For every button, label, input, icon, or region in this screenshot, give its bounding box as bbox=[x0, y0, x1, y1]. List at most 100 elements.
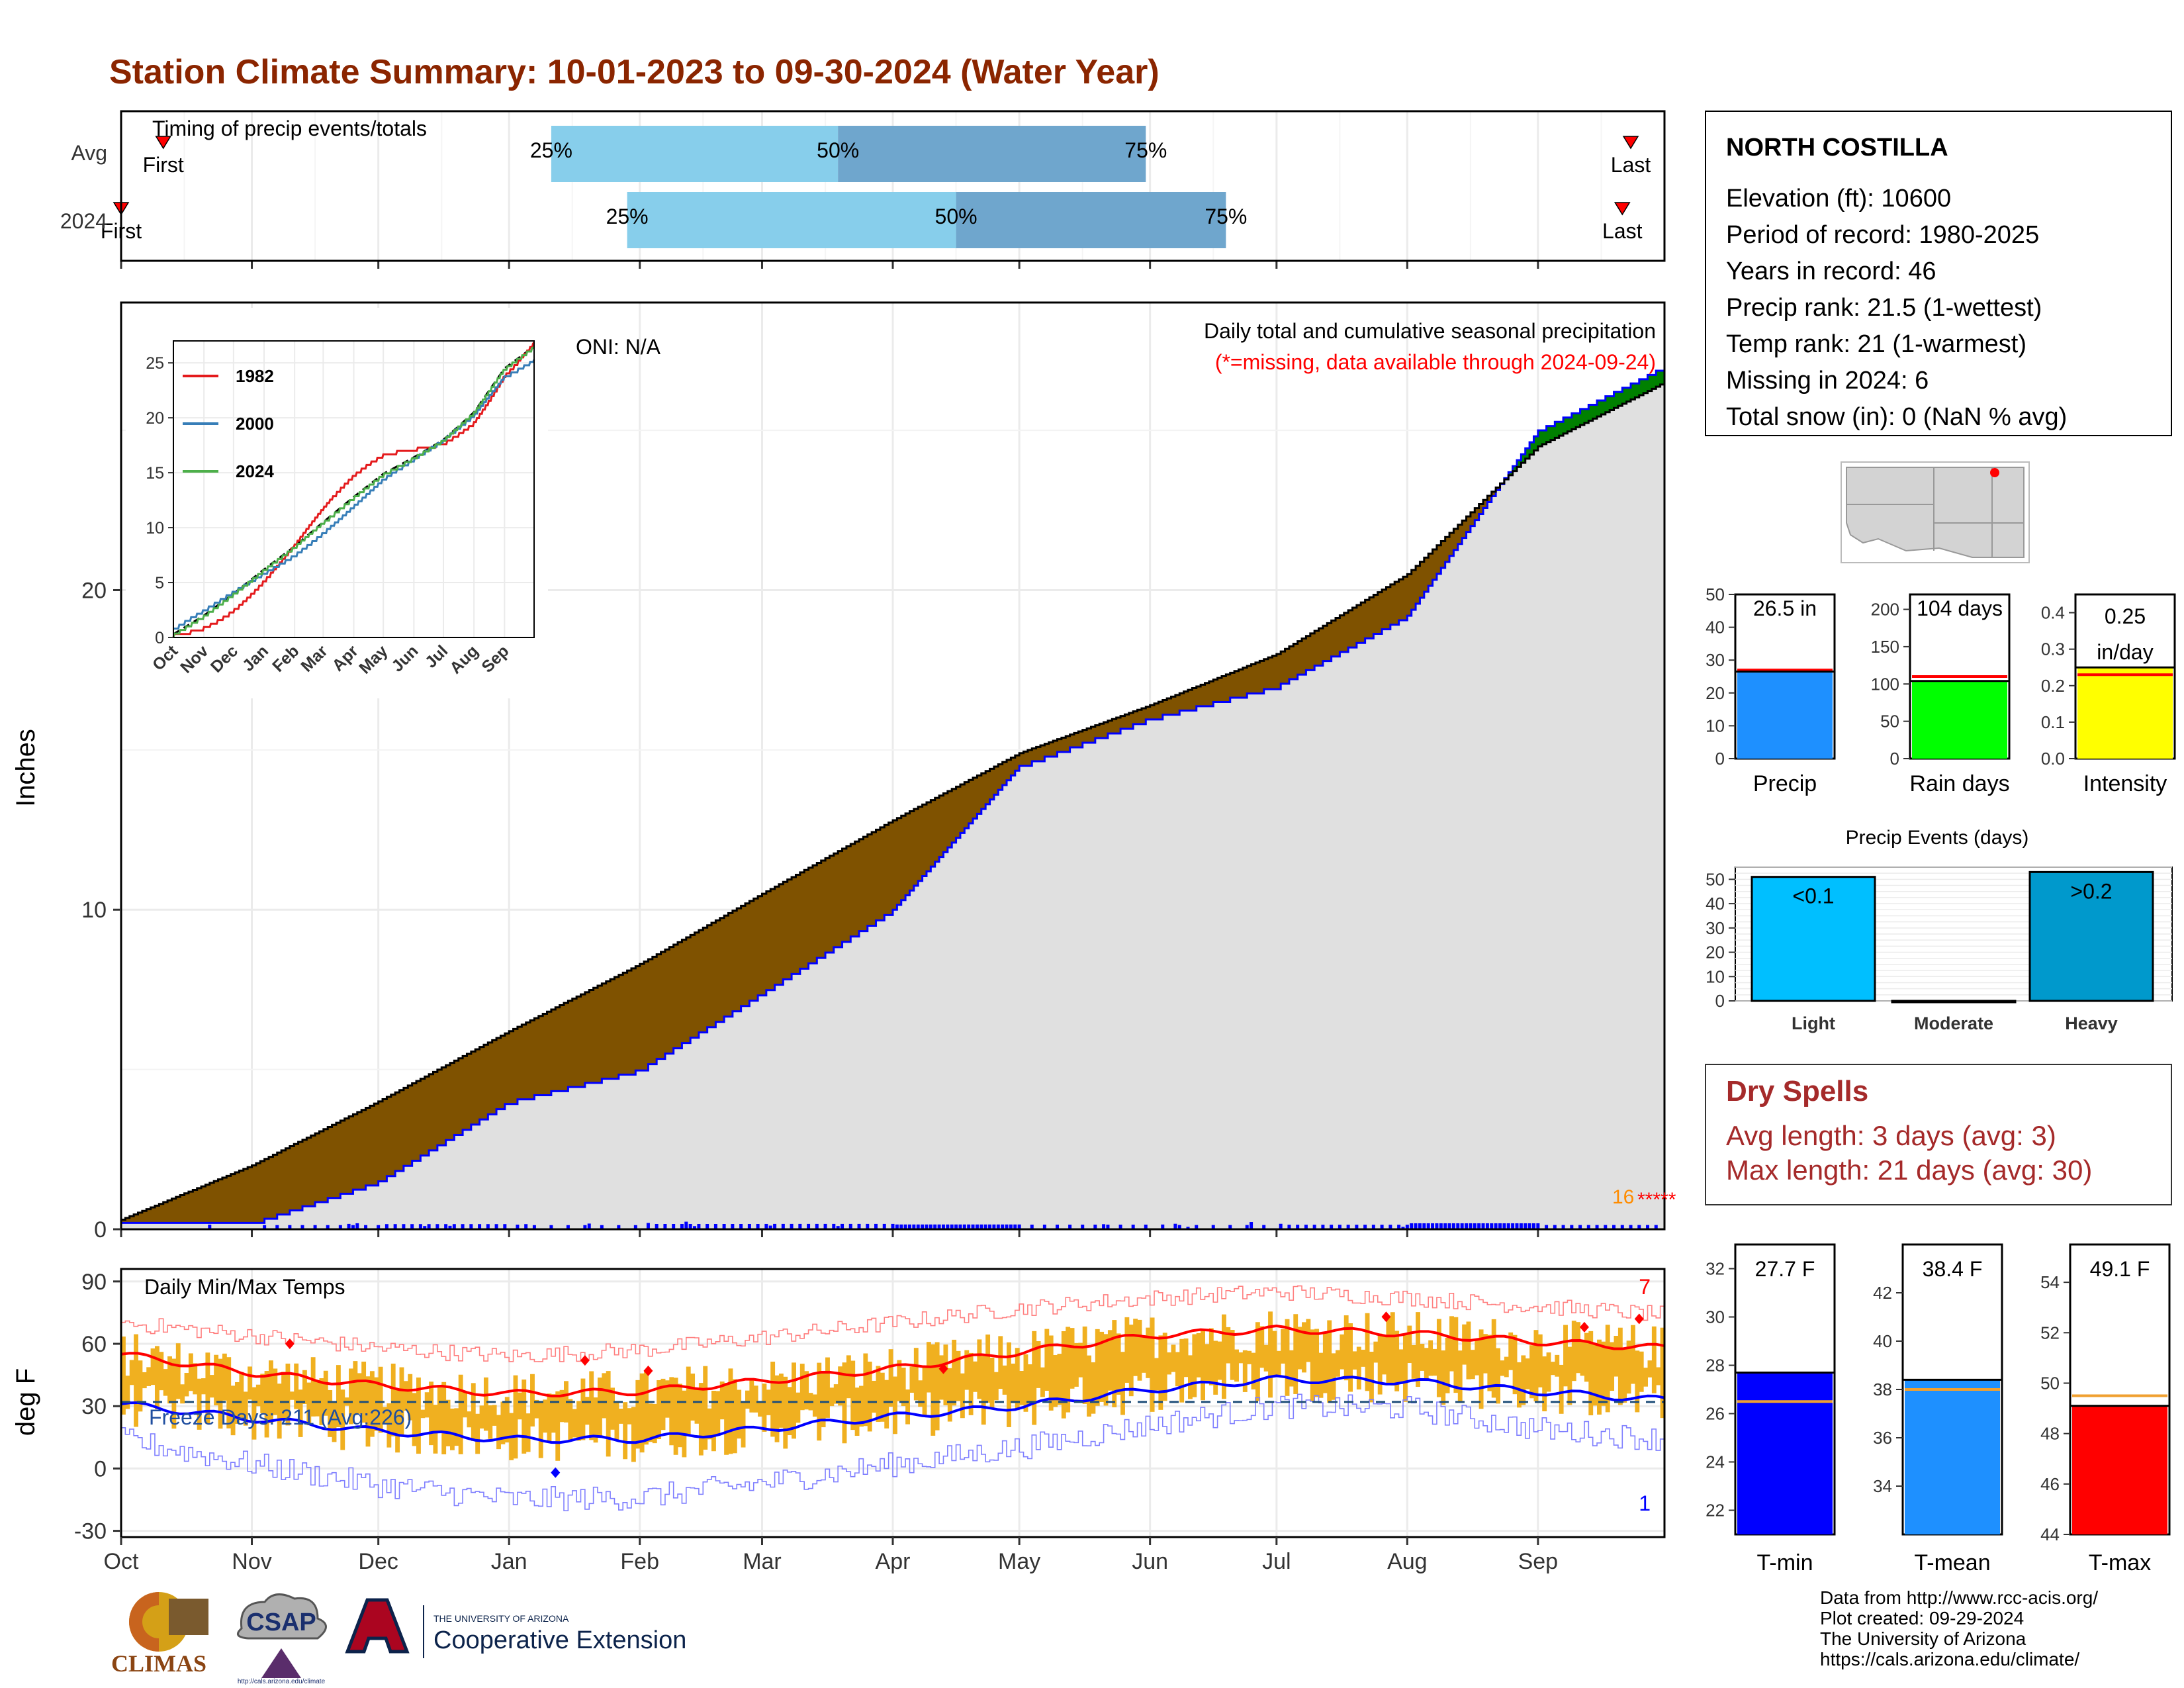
daily-temp-bar bbox=[492, 1405, 497, 1426]
daily-temp-bar bbox=[365, 1376, 371, 1447]
daily-precip-bar bbox=[1469, 1223, 1473, 1229]
temp-xtick-label: Jun bbox=[1132, 1549, 1168, 1574]
last-event-marker bbox=[1622, 136, 1639, 150]
daily-temp-bar bbox=[180, 1384, 185, 1404]
daily-temp-bar bbox=[1293, 1314, 1298, 1394]
daily-precip-bar bbox=[903, 1224, 907, 1229]
timing-pct-label: 75% bbox=[1124, 138, 1167, 162]
daily-precip-bar bbox=[663, 1224, 667, 1229]
daily-temp-bar bbox=[1500, 1360, 1505, 1376]
daily-precip-bar bbox=[385, 1224, 388, 1229]
mini-chart-bar bbox=[2077, 667, 2173, 759]
daily-temp-bar bbox=[728, 1368, 733, 1454]
daily-temp-bar bbox=[1416, 1312, 1420, 1387]
daily-temp-bar bbox=[1158, 1335, 1163, 1410]
daily-temp-bar bbox=[538, 1402, 543, 1458]
daily-precip-bar bbox=[916, 1224, 920, 1229]
dry-spells-max: Max length: 21 days (avg: 30) bbox=[1726, 1154, 2092, 1186]
daily-precip-bar bbox=[983, 1224, 987, 1229]
temp-ytick-label: 30 bbox=[81, 1394, 107, 1419]
daily-temp-bar bbox=[678, 1383, 682, 1448]
daily-temp-bar bbox=[1205, 1344, 1210, 1381]
daily-temp-bar bbox=[753, 1385, 758, 1413]
mini-chart-ytick-label: 50 bbox=[1706, 585, 1725, 604]
daily-temp-bar bbox=[315, 1380, 320, 1417]
daily-precip-bar bbox=[1604, 1225, 1608, 1229]
mini-chart-value-label: 0.25 bbox=[2105, 604, 2146, 628]
daily-temp-bar bbox=[445, 1399, 451, 1446]
daily-temp-bar bbox=[1432, 1348, 1437, 1376]
daily-precip-bar bbox=[1485, 1223, 1489, 1229]
temp-ytick-label: 60 bbox=[81, 1332, 107, 1357]
temp-ylabel: deg F bbox=[11, 1368, 40, 1436]
daily-precip-bar bbox=[967, 1224, 971, 1229]
daily-precip-bar bbox=[1173, 1223, 1177, 1229]
daily-precip-bar bbox=[954, 1224, 958, 1229]
daily-temp-bar bbox=[1263, 1344, 1269, 1372]
record-min-line bbox=[121, 1393, 1664, 1511]
daily-temp-bar bbox=[1061, 1331, 1066, 1419]
mini-chart-label: Rain days bbox=[1909, 771, 2009, 796]
daily-precip-bar bbox=[494, 1224, 498, 1229]
temp-summary-ytick-label: 40 bbox=[1873, 1331, 1892, 1351]
temp-xtick-label: Nov bbox=[232, 1549, 271, 1574]
inset-ytick-label: 0 bbox=[155, 629, 164, 647]
daily-temp-bar bbox=[1479, 1329, 1484, 1409]
daily-temp-bar bbox=[1382, 1336, 1387, 1375]
daily-temp-bar bbox=[956, 1350, 961, 1401]
daily-temp-bar bbox=[530, 1374, 535, 1427]
daily-precip-bar bbox=[1346, 1225, 1350, 1229]
daily-precip-bar bbox=[1515, 1223, 1519, 1229]
daily-precip-bar bbox=[672, 1224, 676, 1229]
daily-temp-bar bbox=[1078, 1342, 1083, 1378]
daily-precip-bar bbox=[1287, 1225, 1291, 1229]
daily-temp-bar bbox=[888, 1349, 893, 1407]
daily-temp-bar bbox=[534, 1399, 539, 1419]
daily-temp-bar bbox=[1137, 1319, 1142, 1381]
daily-temp-bar bbox=[952, 1339, 957, 1406]
daily-temp-bar bbox=[1073, 1342, 1079, 1387]
daily-temp-bar bbox=[285, 1363, 291, 1426]
daily-temp-bar bbox=[1107, 1330, 1113, 1391]
daily-temp-bar bbox=[905, 1389, 910, 1425]
daily-precip-bar bbox=[549, 1225, 553, 1229]
daily-temp-bar bbox=[205, 1352, 210, 1425]
csap-logo: CSAP http://cals.arizona.edu/climate bbox=[236, 1593, 327, 1685]
daily-precip-bar bbox=[781, 1223, 785, 1229]
page-title: Station Climate Summary: 10-01-2023 to 0… bbox=[109, 53, 1160, 91]
daily-precip-bar bbox=[1422, 1223, 1426, 1229]
daily-precip-bar bbox=[768, 1225, 772, 1229]
daily-precip-bar bbox=[1490, 1223, 1494, 1229]
daily-precip-bar bbox=[410, 1224, 414, 1229]
precip-ylabel: Inches bbox=[11, 729, 40, 807]
mini-chart-value-label: 104 days bbox=[1917, 596, 2003, 620]
daily-precip-bar bbox=[988, 1224, 992, 1229]
mini-chart-ytick-label: 100 bbox=[1871, 674, 1899, 694]
daily-temp-bar bbox=[255, 1384, 261, 1407]
daily-temp-bar bbox=[1457, 1350, 1463, 1401]
daily-temp-bar bbox=[1617, 1327, 1623, 1405]
daily-temp-bar bbox=[142, 1372, 147, 1389]
credits-block: Data from http://www.rcc-acis.org/ Plot … bbox=[1820, 1587, 2098, 1669]
daily-temp-bar bbox=[1069, 1328, 1075, 1389]
daily-temp-bar bbox=[408, 1374, 413, 1421]
record-high-marker bbox=[643, 1365, 653, 1376]
daily-temp-bar bbox=[872, 1380, 877, 1413]
daily-temp-bar bbox=[1150, 1317, 1155, 1412]
daily-temp-bar bbox=[618, 1409, 623, 1424]
daily-temp-bar bbox=[201, 1378, 206, 1395]
daily-precip-bar bbox=[1262, 1225, 1266, 1229]
daily-temp-bar bbox=[597, 1378, 602, 1437]
freeze-days-label: Freeze Days: 211 (Avg:226) bbox=[149, 1405, 412, 1429]
daily-temp-bar bbox=[1154, 1358, 1159, 1391]
station-location-map bbox=[1841, 461, 2030, 563]
events-ytick-label: 40 bbox=[1706, 894, 1725, 914]
daily-precip-bar bbox=[1524, 1223, 1527, 1229]
record-high-marker bbox=[1381, 1311, 1391, 1323]
daily-precip-bar bbox=[1013, 1224, 1017, 1229]
daily-temp-bar bbox=[745, 1390, 750, 1409]
temp-summary-ytick-label: 32 bbox=[1706, 1259, 1725, 1279]
daily-temp-bar bbox=[1023, 1354, 1028, 1412]
daily-precip-bar bbox=[1414, 1223, 1418, 1229]
daily-precip-bar bbox=[461, 1224, 465, 1229]
